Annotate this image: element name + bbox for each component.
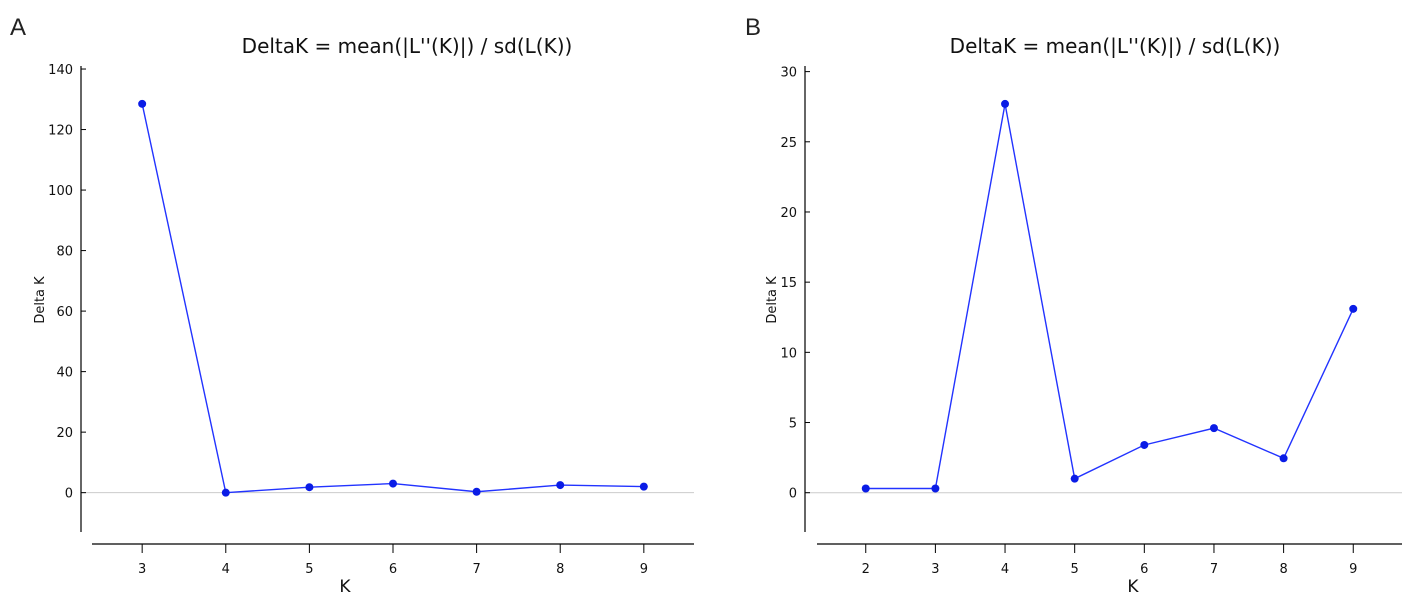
data-point — [931, 484, 940, 493]
x-tick-label: 9 — [1349, 562, 1357, 577]
x-tick-label: 4 — [222, 562, 230, 577]
x-tick-label: 5 — [1071, 562, 1079, 577]
data-point — [1349, 304, 1358, 313]
y-tick-label: 40 — [56, 366, 73, 381]
y-tick-label: 20 — [780, 206, 797, 221]
x-tick-label: 3 — [931, 562, 939, 577]
panel-label-b: B — [745, 14, 761, 41]
chart-panel-b: B DeltaK = mean(|L''(K)|) / sd(L(K)) K D… — [745, 14, 1402, 596]
x-axis-label-a: K — [339, 577, 351, 596]
y-tick-label: 15 — [780, 276, 797, 291]
data-point — [1140, 440, 1149, 449]
y-axis-label-a: Delta K — [33, 276, 48, 324]
data-point — [556, 481, 565, 490]
series-line — [141, 103, 644, 494]
chart-panel-a: A DeltaK = mean(|L''(K)|) / sd(L(K)) K D… — [10, 14, 694, 596]
x-tick-label: 5 — [305, 562, 313, 577]
y-tick-label: 120 — [48, 124, 73, 139]
data-point — [221, 488, 230, 497]
x-tick-label: 4 — [1001, 562, 1009, 577]
x-axis-label-b: K — [1127, 577, 1139, 596]
data-point — [138, 99, 147, 108]
data-point — [1001, 99, 1010, 108]
data-point — [1070, 474, 1079, 483]
x-tick-label: 6 — [389, 562, 397, 577]
x-tick-label: 9 — [640, 562, 648, 577]
y-tick-label: 80 — [56, 245, 73, 260]
x-tick-label: 8 — [556, 562, 564, 577]
data-point — [1209, 424, 1218, 433]
data-point — [1279, 454, 1288, 463]
x-tick-label: 7 — [1210, 562, 1218, 577]
y-tick-label: 60 — [56, 305, 73, 320]
panel-label-a: A — [10, 14, 26, 41]
y-tick-label: 0 — [789, 487, 797, 502]
y-tick-label: 20 — [56, 426, 73, 441]
y-tick-label: 25 — [780, 136, 797, 151]
x-tick-label: 6 — [1140, 562, 1148, 577]
y-axis-label-b: Delta K — [765, 276, 780, 324]
data-point — [861, 484, 870, 493]
x-tick-label: 3 — [138, 562, 146, 577]
series-line — [865, 103, 1354, 490]
data-point — [305, 483, 314, 492]
y-tick-label: 0 — [65, 487, 73, 502]
chart-title-a: DeltaK = mean(|L''(K)|) / sd(L(K)) — [242, 34, 573, 58]
y-tick-label: 5 — [789, 417, 797, 432]
data-point — [639, 482, 648, 491]
data-point — [389, 479, 397, 488]
chart-title-b: DeltaK = mean(|L''(K)|) / sd(L(K)) — [950, 34, 1281, 58]
y-tick-label: 30 — [780, 66, 797, 81]
y-tick-label: 10 — [780, 346, 797, 361]
x-tick-label: 8 — [1279, 562, 1287, 577]
y-tick-label: 140 — [48, 63, 73, 78]
x-tick-label: 2 — [862, 562, 870, 577]
data-point — [472, 487, 481, 496]
y-tick-label: 100 — [48, 184, 73, 199]
x-tick-label: 7 — [472, 562, 480, 577]
